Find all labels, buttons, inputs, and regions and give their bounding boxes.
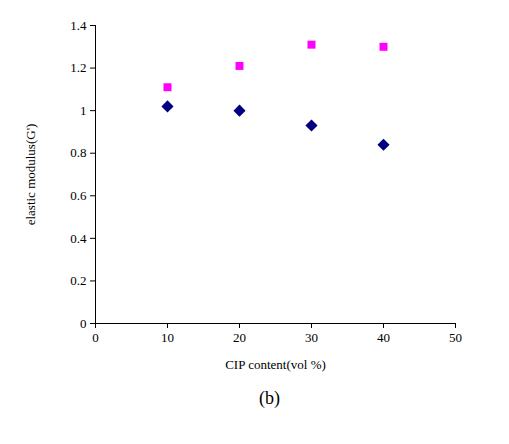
svg-text:0.6: 0.6: [70, 188, 87, 203]
svg-text:0.4: 0.4: [70, 231, 87, 246]
svg-text:elastic modulus(G'): elastic modulus(G'): [23, 124, 38, 226]
svg-text:1.4: 1.4: [70, 18, 87, 33]
svg-text:20: 20: [233, 330, 246, 345]
svg-text:CIP content(vol %): CIP content(vol %): [225, 357, 326, 372]
svg-text:0.8: 0.8: [70, 145, 86, 160]
svg-text:1.2: 1.2: [70, 60, 86, 75]
svg-text:40: 40: [377, 330, 390, 345]
svg-text:50: 50: [449, 330, 462, 345]
svg-text:0: 0: [80, 316, 87, 331]
svg-text:1: 1: [80, 103, 87, 118]
svg-text:10: 10: [161, 330, 174, 345]
svg-text:0.2: 0.2: [70, 273, 86, 288]
svg-text:30: 30: [305, 330, 318, 345]
svg-text:0: 0: [92, 330, 99, 345]
html-text:(b): (b): [259, 388, 280, 408]
